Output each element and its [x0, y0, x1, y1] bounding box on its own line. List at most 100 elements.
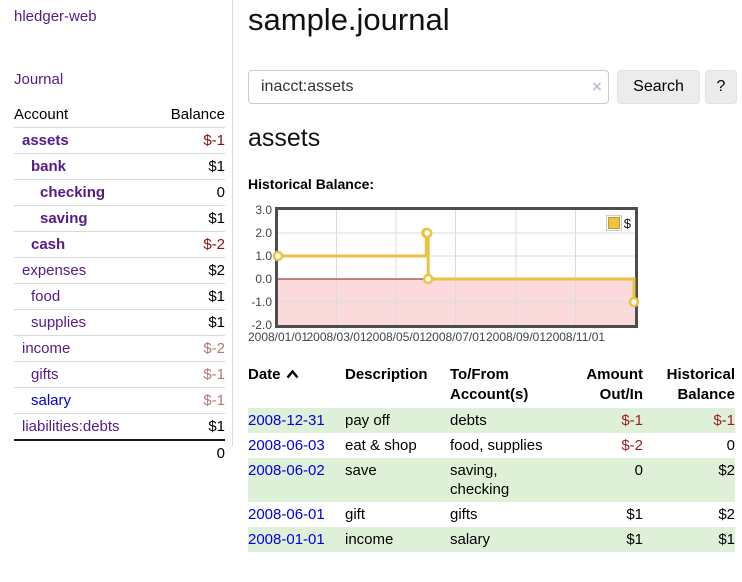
accounts-cell: food, supplies	[450, 437, 543, 454]
account-balance: $-2	[153, 231, 225, 258]
account-row: saving $1	[14, 205, 225, 232]
register-row[interactable]: 2008-12-31 pay off debts $-1 $-1	[248, 408, 735, 433]
account-balance: $2	[153, 257, 225, 284]
account-balance: $1	[153, 283, 225, 310]
description-cell: save	[345, 458, 450, 502]
y-axis-tick-label: 1.0	[255, 249, 272, 263]
account-link[interactable]: salary	[31, 392, 72, 409]
register-row[interactable]: 2008-01-01 income salary $1 $1	[248, 527, 735, 552]
account-row: assets $-1	[14, 127, 225, 154]
x-axis-tick-label: 2008/07/01	[425, 330, 486, 344]
account-balance: $1	[153, 153, 225, 180]
accounts-cell: debts	[450, 408, 568, 433]
clear-search-icon[interactable]: ×	[592, 77, 602, 96]
account-row: cash $-2	[14, 231, 225, 258]
data-point	[272, 250, 284, 262]
description-cell: gift	[345, 506, 366, 523]
account-link[interactable]: checking	[40, 184, 106, 201]
description-cell: income	[345, 527, 450, 552]
y-axis-tick-label: -1.0	[251, 295, 272, 309]
account-row: supplies $1	[14, 309, 225, 336]
total-balance: 0	[153, 439, 225, 466]
description-column-header: Description	[345, 366, 428, 383]
page-title: sample.journal	[248, 2, 450, 37]
account-link[interactable]: bank	[31, 158, 67, 175]
register-table: Date Description To/From Account(s) Amou…	[248, 362, 735, 552]
amount-column-header: Amount Out/In	[586, 366, 643, 403]
account-balance: $1	[153, 205, 225, 232]
account-balance: $-2	[153, 335, 225, 362]
total-spacer	[14, 439, 154, 466]
account-balance: $-1	[153, 387, 225, 414]
account-balance: $1	[153, 309, 225, 336]
x-axis-tick-label: 2008/01/01	[247, 330, 309, 344]
date-link[interactable]: 2008-06-02	[248, 462, 325, 479]
accounts-table: Account Balance assets $-1 bank $1 checking 0…	[14, 102, 225, 466]
help-button[interactable]: ?	[705, 70, 737, 104]
account-balance: 0	[153, 179, 225, 206]
y-axis-tick-label: 2.0	[255, 226, 272, 240]
account-link[interactable]: saving	[40, 210, 88, 227]
register-row[interactable]: 2008-06-02 save saving, checking 0 $2	[248, 458, 735, 502]
chart-legend: $	[605, 215, 631, 231]
balance-cell: $2	[718, 506, 735, 523]
description-cell: eat & shop	[345, 437, 417, 454]
date-link[interactable]: 2008-06-03	[248, 437, 325, 454]
account-row: liabilities:debts $1	[14, 413, 225, 440]
historical-balance-chart: $ 3.0 2.0 1.0 0.0 -1.0 -2.0 2008/01/01 2008/03/…	[248, 203, 742, 350]
account-column-header: Account	[14, 106, 69, 123]
date-link[interactable]: 2008-06-01	[248, 506, 325, 523]
accounts-cell: saving, checking	[450, 458, 568, 502]
account-link[interactable]: supplies	[31, 314, 87, 331]
accounts-total-row: 0	[14, 439, 225, 466]
date-cell: 2008-12-31	[248, 408, 345, 433]
account-balance: $1	[153, 413, 225, 440]
search-button[interactable]: Search	[617, 70, 700, 104]
chart-title: Historical Balance:	[248, 176, 375, 192]
account-link[interactable]: gifts	[31, 366, 59, 383]
data-point	[422, 273, 434, 285]
sort-ascending-icon	[286, 370, 298, 379]
accounts-column-header: To/From Account(s)	[450, 366, 529, 403]
search-input[interactable]	[248, 70, 609, 104]
amount-cell: $-2	[621, 437, 643, 454]
accounts-header-row: Account Balance	[14, 102, 225, 128]
main-content: sample.journal × Search ? assets Histori…	[248, 0, 742, 582]
data-point	[628, 296, 640, 308]
date-link[interactable]: 2008-12-31	[248, 412, 325, 429]
account-heading: assets	[248, 124, 321, 152]
x-axis-tick-label: 2008/03/01	[306, 330, 367, 344]
account-link[interactable]: expenses	[22, 262, 87, 279]
accounts-cell: salary	[450, 527, 568, 552]
x-axis-tick-label: 2008/11/01	[545, 330, 606, 344]
x-axis-tick-label: 2008/09/01	[485, 330, 547, 344]
legend-swatch	[607, 217, 620, 229]
register-row[interactable]: 2008-06-03 eat & shop food, supplies $-2 0	[248, 433, 735, 458]
y-axis-tick-label: 0.0	[255, 272, 272, 286]
date-link[interactable]: 2008-01-01	[248, 531, 325, 548]
register-row[interactable]: 2008-06-01 gift gifts $1 $2	[248, 502, 735, 527]
account-link[interactable]: cash	[31, 236, 66, 253]
date-column-header[interactable]: Date	[248, 362, 345, 408]
app-title-link[interactable]: hledger-web	[14, 8, 97, 25]
balance-column-header: Balance	[170, 106, 225, 123]
account-row: food $1	[14, 283, 225, 310]
amount-cell: $1	[626, 506, 643, 523]
register-header-row: Date Description To/From Account(s) Amou…	[248, 362, 735, 408]
balance-cell: $2	[643, 458, 735, 502]
account-link[interactable]: income	[22, 340, 71, 357]
date-cell: 2008-01-01	[248, 527, 345, 552]
sidebar-item-journal[interactable]: Journal	[14, 71, 64, 88]
accounts-cell: gifts	[450, 506, 478, 523]
x-axis-tick-label: 2008/05/01	[365, 330, 427, 344]
account-link[interactable]: food	[31, 288, 61, 305]
sidebar: hledger-web Journal Account Balance asse…	[0, 0, 233, 466]
account-link[interactable]: assets	[22, 132, 69, 149]
account-row: income $-2	[14, 335, 225, 362]
amount-cell: $1	[568, 527, 643, 552]
account-link[interactable]: liabilities:debts	[22, 418, 120, 435]
account-row: gifts $-1	[14, 361, 225, 388]
balance-cell: 0	[726, 437, 735, 454]
y-axis-tick-label: 3.0	[255, 203, 272, 217]
